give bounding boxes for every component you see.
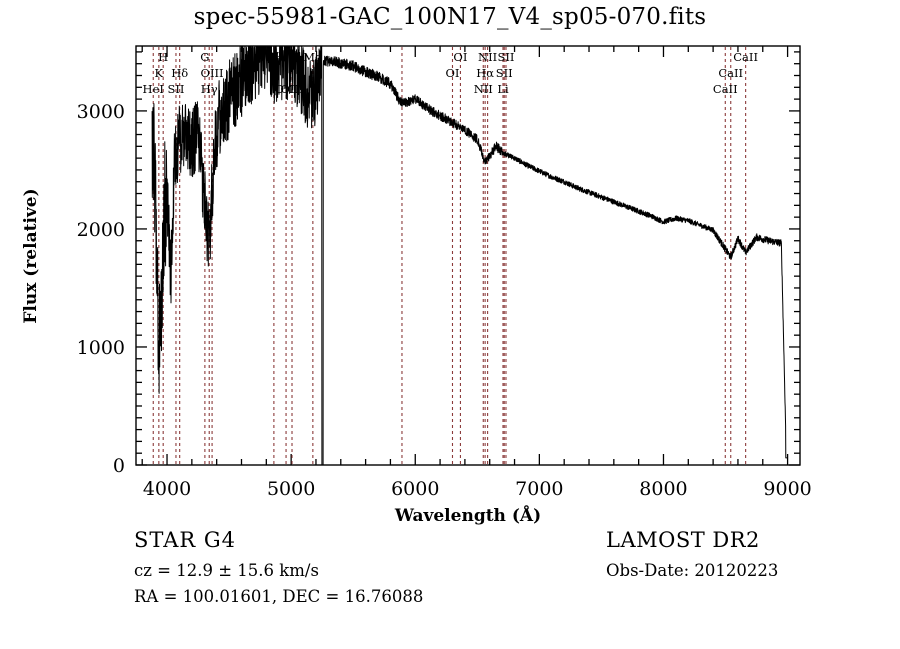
spectral-line-label: CaII — [733, 50, 758, 64]
spectral-line-label: OIII — [275, 82, 298, 96]
spectral-line-label: Hγ — [201, 82, 218, 96]
x-tick-labels: 4000 5000 6000 7000 8000 9000 — [143, 478, 812, 500]
spectral-line-label: CaII — [718, 66, 743, 80]
x-axis-ticks — [141, 46, 789, 465]
spectrum-trace — [151, 45, 788, 466]
x-tick-label: 7000 — [515, 478, 563, 500]
spectral-line-label: HeI — [143, 82, 164, 96]
spectral-line-labels: HeIKHSIIHδGHγOIIIHβOIIIOIIIMgOIOINIIHαNI… — [143, 50, 758, 96]
survey-label: LAMOST DR2 — [606, 528, 760, 552]
spectral-line-label: SII — [496, 66, 513, 80]
spectral-line-label: K — [155, 66, 164, 80]
x-tick-label: 9000 — [763, 478, 811, 500]
y-tick-label: 2000 — [77, 219, 125, 241]
y-tick-label: 1000 — [77, 337, 125, 359]
footer-info: STAR G4 cz = 12.9 ± 15.6 km/s RA = 100.0… — [0, 528, 900, 649]
spectral-line-label: OIII — [280, 82, 303, 96]
spectral-line-label: Li — [497, 82, 509, 96]
spectral-line-label: G — [200, 50, 209, 64]
y-axis-ticks — [136, 51, 800, 466]
plot-frame — [135, 45, 801, 466]
x-tick-label: 6000 — [391, 478, 439, 500]
footer-right-block: LAMOST DR2 Obs-Date: 20120223 — [606, 528, 778, 580]
spectral-line-label: NII — [478, 50, 497, 64]
x-tick-label: 8000 — [639, 478, 687, 500]
spectral-line-label: Hα — [476, 66, 494, 80]
spectral-line-label: CaII — [713, 82, 738, 96]
radial-velocity-line: cz = 12.9 ± 15.6 km/s — [134, 561, 319, 580]
footer-left-block: STAR G4 cz = 12.9 ± 15.6 km/s RA = 100.0… — [134, 528, 423, 606]
spectral-line-label: Hδ — [171, 66, 188, 80]
star-class-line: STAR G4 — [134, 528, 237, 552]
flux-curve — [151, 45, 788, 466]
y-axis-title: Flux (relative) — [21, 188, 41, 323]
spectral-line-label: Mg — [303, 50, 323, 64]
y-tick-labels: 0 1000 2000 3000 — [77, 101, 125, 477]
x-tick-label: 5000 — [267, 478, 315, 500]
axes-border — [135, 45, 801, 466]
coordinates-line: RA = 100.01601, DEC = 16.76088 — [134, 587, 424, 606]
spectral-line-label: SII — [167, 82, 184, 96]
spectral-line-label: NII — [474, 82, 493, 96]
x-axis-title: Wavelength (Å) — [394, 504, 541, 526]
spectral-line-label: OI — [445, 66, 459, 80]
spectral-line-label: OI — [453, 50, 467, 64]
spectral-line-label: H — [158, 50, 168, 64]
y-tick-label: 0 — [113, 455, 125, 477]
spectral-line-label: Hβ — [266, 50, 283, 64]
obs-date-label: Obs-Date: 20120223 — [606, 561, 779, 580]
x-tick-label: 4000 — [143, 478, 191, 500]
spectral-line-label: SII — [497, 50, 514, 64]
spectral-line-label: OIII — [201, 66, 224, 80]
y-tick-label: 3000 — [77, 101, 125, 123]
page-title: spec-55981-GAC_100N17_V4_sp05-070.fits — [193, 4, 707, 30]
